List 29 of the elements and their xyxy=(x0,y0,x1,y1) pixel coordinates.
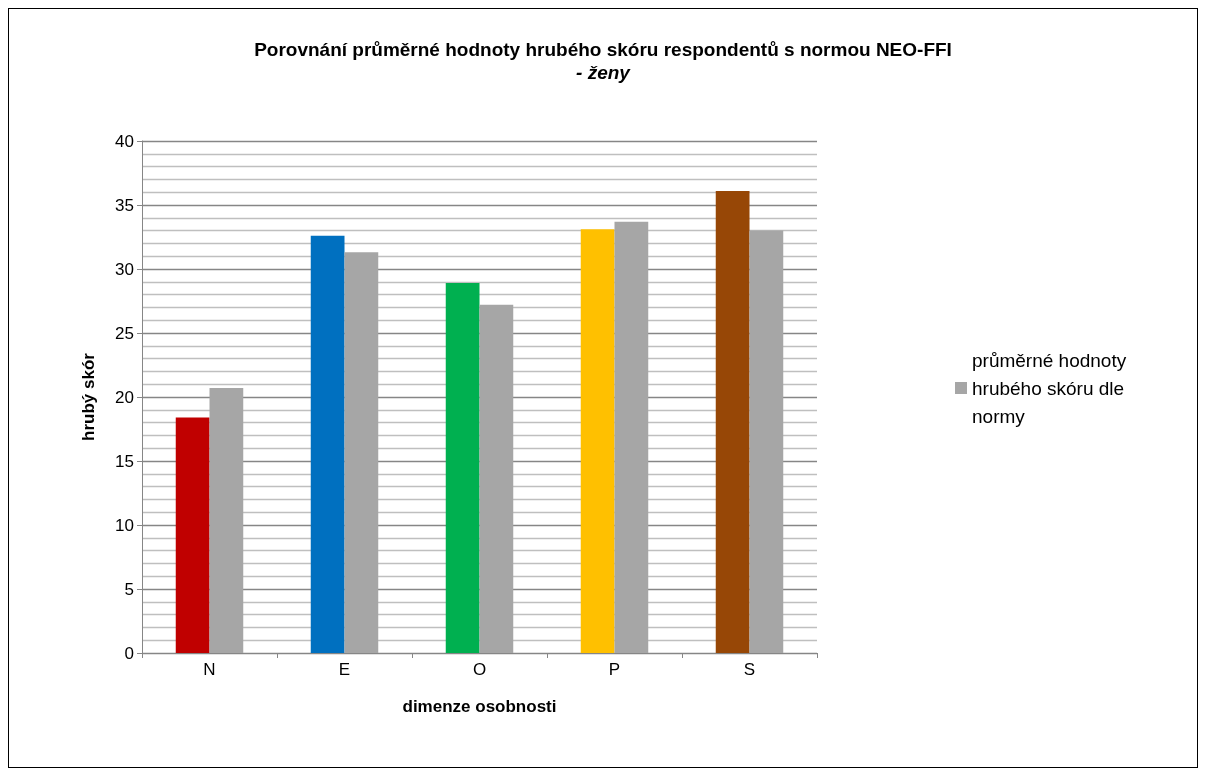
bar xyxy=(209,388,244,653)
y-tick-label: 15 xyxy=(115,451,134,471)
y-tick-label: 0 xyxy=(124,643,134,663)
chart-subtitle: - ženy xyxy=(576,62,632,83)
bar xyxy=(344,252,379,653)
x-tick-label: N xyxy=(203,660,216,679)
bar xyxy=(175,417,210,653)
x-axis-title: dimenze osobnosti xyxy=(402,697,557,716)
y-tick-label: 5 xyxy=(124,579,134,599)
chart-title: Porovnání průměrné hodnoty hrubého skóru respondentů s normou NEO-FFI xyxy=(254,39,952,60)
y-tick-label: 35 xyxy=(115,195,134,215)
y-tick-label: 10 xyxy=(115,515,134,535)
bar xyxy=(580,229,615,653)
y-tick-label: 40 xyxy=(115,131,134,151)
bar xyxy=(445,283,480,653)
bar xyxy=(715,190,750,653)
legend-label: průměrné hodnoty hrubého skóru dle normy xyxy=(972,349,1132,427)
bar xyxy=(749,230,784,653)
bar xyxy=(310,235,345,653)
x-tick-label: O xyxy=(472,660,487,679)
y-tick-label: 25 xyxy=(115,323,134,343)
x-tick-label: E xyxy=(338,660,351,679)
y-tick-label: 20 xyxy=(115,387,134,407)
y-axis-title: hrubý skór xyxy=(79,352,98,441)
bar xyxy=(614,221,649,653)
bar xyxy=(479,304,514,653)
x-tick-label: P xyxy=(608,660,621,679)
y-tick-label: 30 xyxy=(115,259,134,279)
x-tick-label: S xyxy=(743,660,756,679)
